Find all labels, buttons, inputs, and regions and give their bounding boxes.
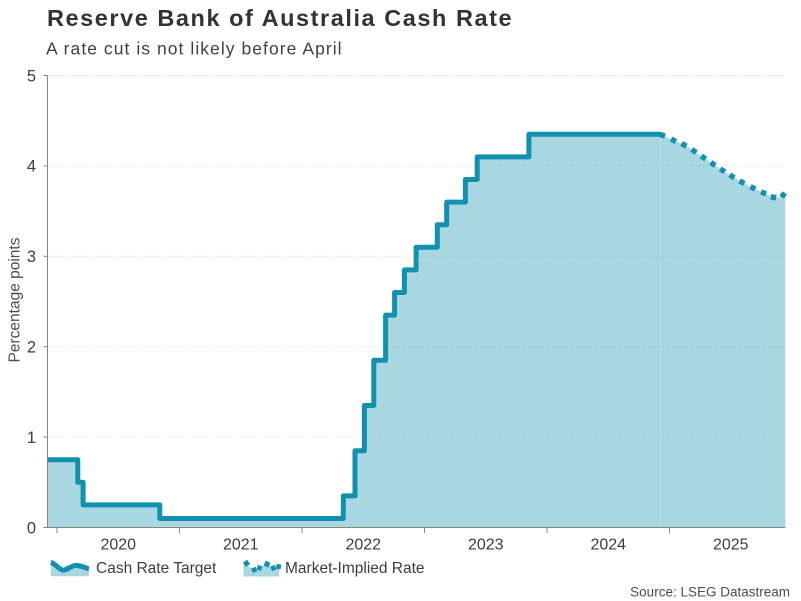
svg-text:Percentage points: Percentage points	[7, 237, 24, 362]
svg-text:2021: 2021	[223, 537, 259, 554]
svg-text:A rate cut is not likely befor: A rate cut is not likely before April	[46, 39, 343, 59]
svg-text:2025: 2025	[713, 537, 749, 554]
svg-text:2020: 2020	[100, 537, 136, 554]
svg-text:Cash Rate Target: Cash Rate Target	[96, 560, 217, 577]
svg-text:Market-Implied Rate: Market-Implied Rate	[285, 560, 425, 577]
svg-text:2024: 2024	[590, 537, 626, 554]
svg-text:2023: 2023	[468, 537, 504, 554]
svg-text:0: 0	[27, 519, 36, 537]
svg-text:Source: LSEG Datastream: Source: LSEG Datastream	[630, 585, 790, 600]
svg-text:1: 1	[27, 429, 36, 447]
svg-text:5: 5	[27, 67, 36, 85]
svg-text:2: 2	[27, 339, 36, 357]
svg-text:4: 4	[27, 158, 36, 176]
svg-text:3: 3	[27, 248, 36, 266]
svg-text:2022: 2022	[345, 537, 381, 554]
svg-text:Reserve Bank of Australia Cash: Reserve Bank of Australia Cash Rate	[47, 5, 513, 31]
